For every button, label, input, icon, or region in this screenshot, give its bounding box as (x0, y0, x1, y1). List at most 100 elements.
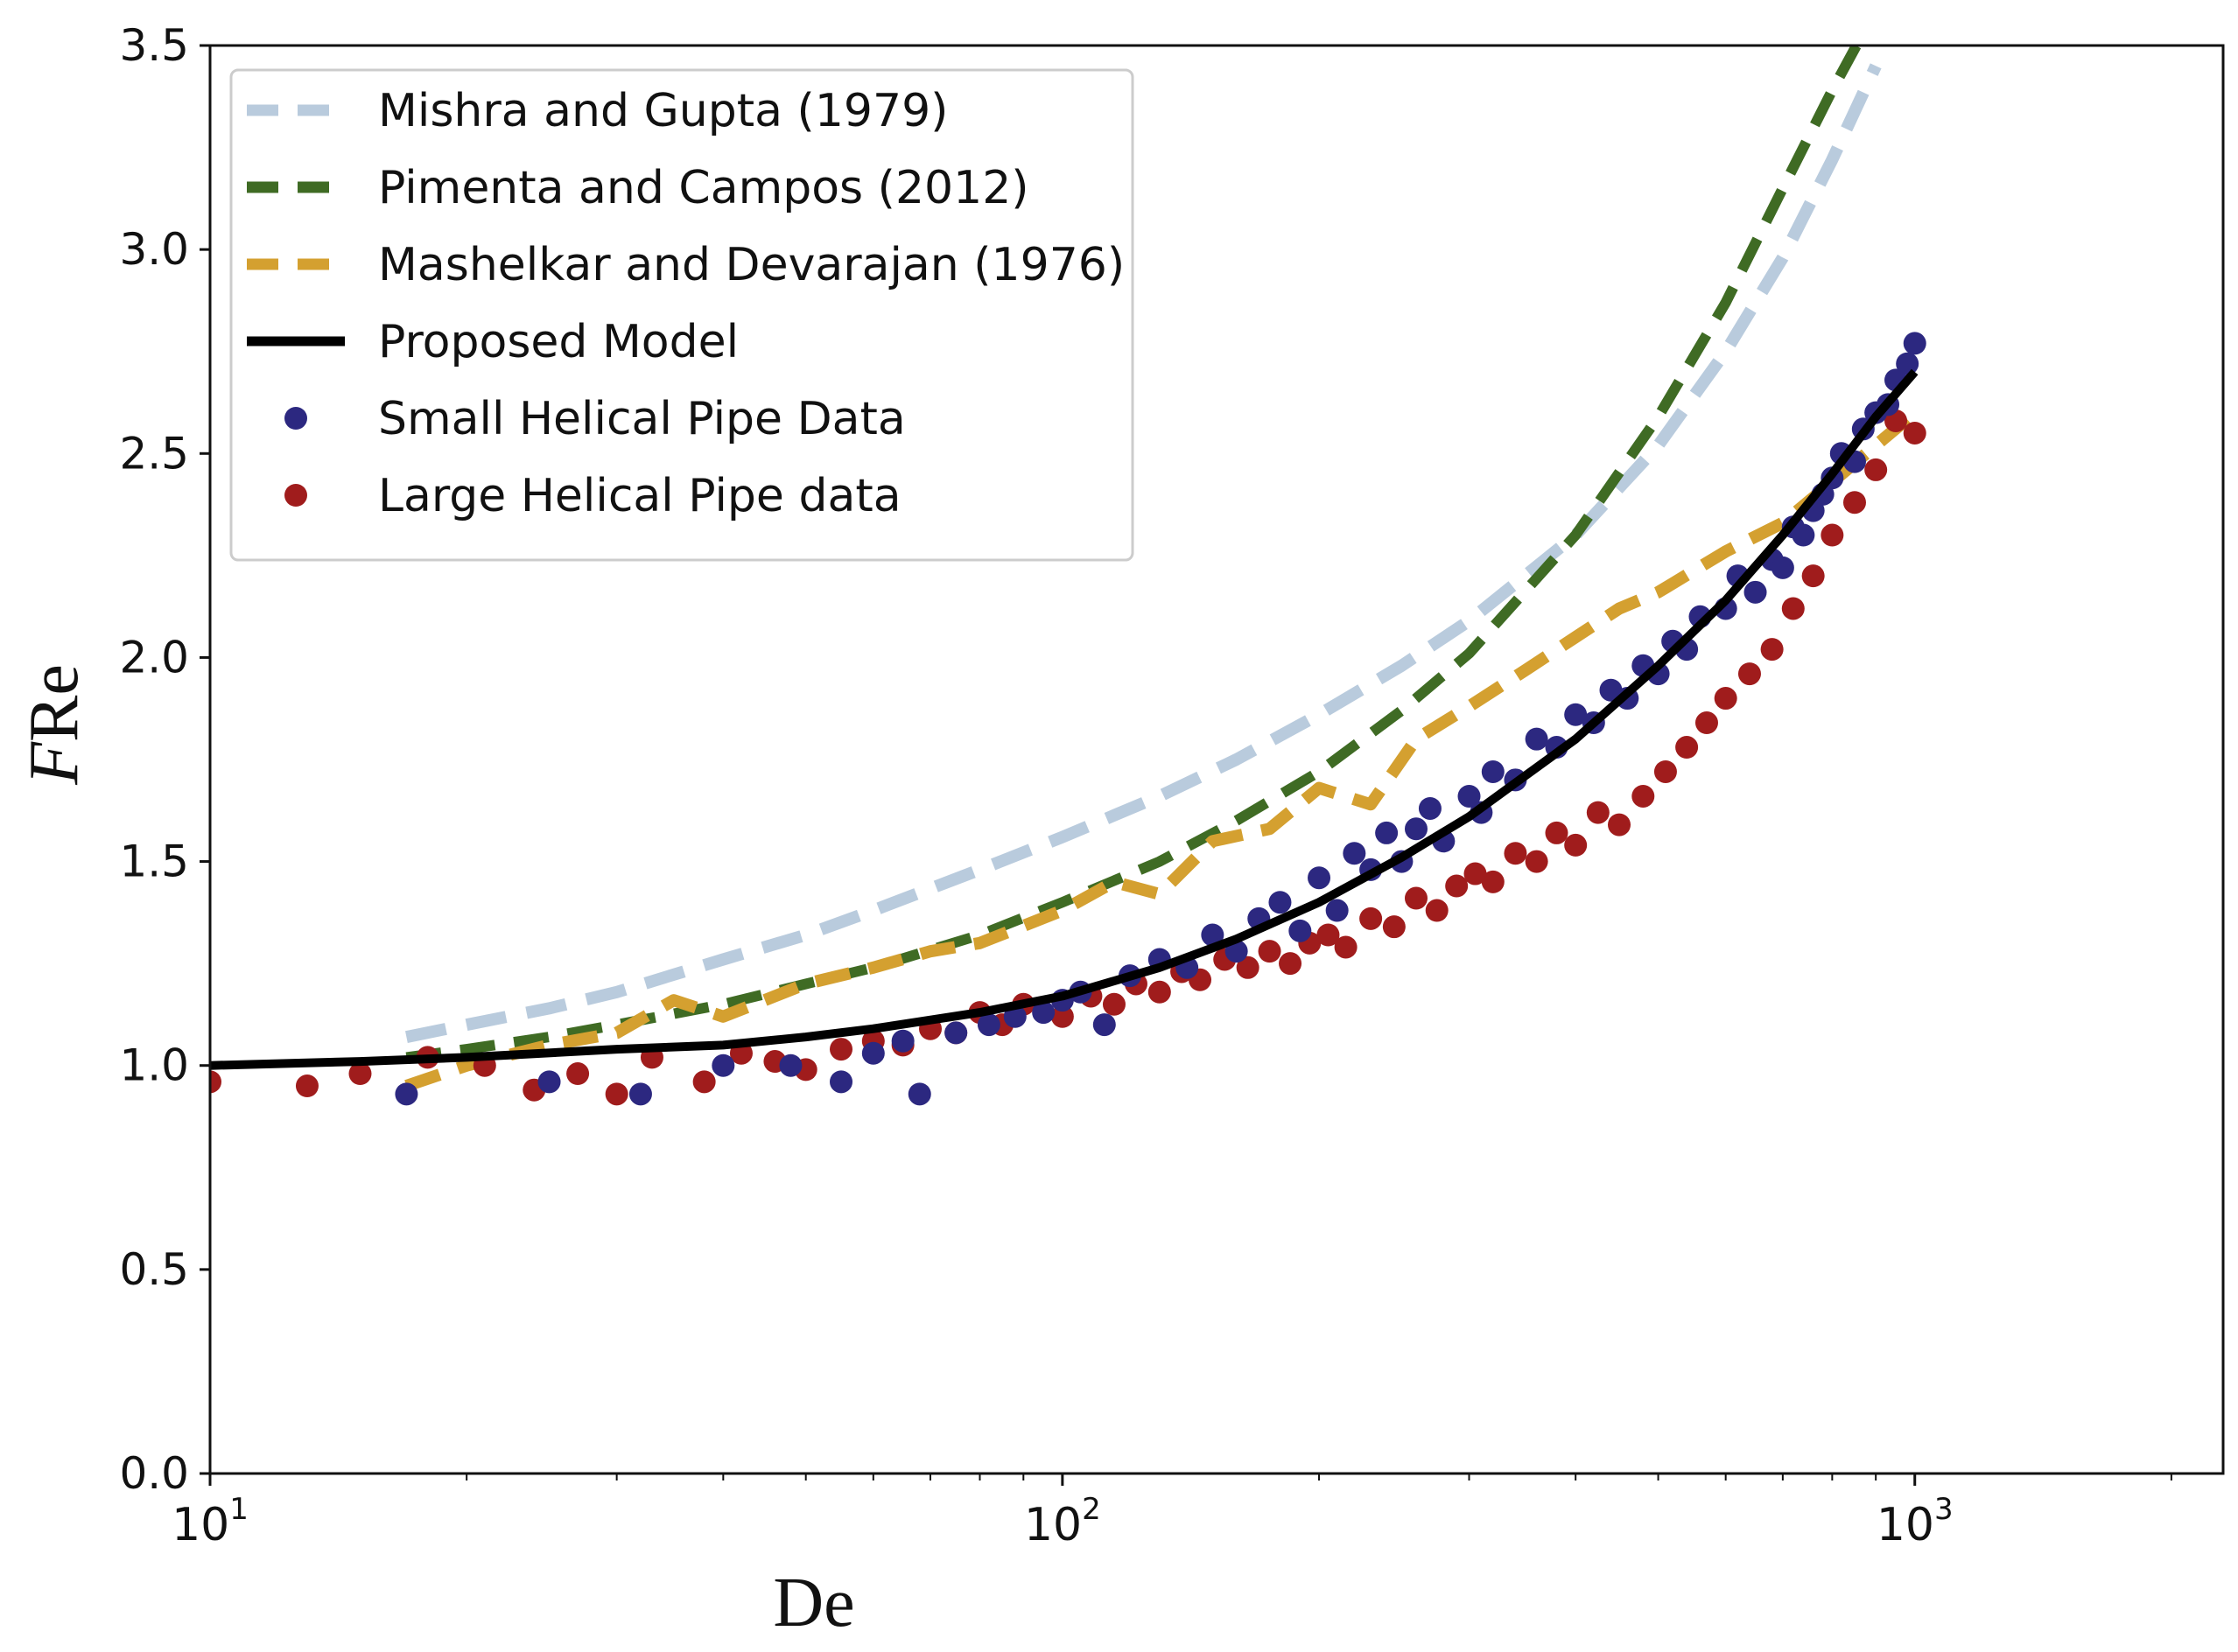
y-tick-label: 1.5 (119, 836, 189, 887)
data-point (712, 1054, 735, 1077)
data-point (1404, 817, 1428, 841)
data-point (1525, 850, 1548, 873)
data-point (1504, 842, 1527, 865)
y-axis: 0.0 0.5 1.0 1.5 2.0 2.5 3.0 3.5 (119, 20, 210, 1499)
data-point (1343, 842, 1366, 865)
data-point (1842, 491, 1866, 514)
data-point (1382, 915, 1406, 939)
y-tick-label: 0.0 (119, 1448, 189, 1499)
data-point (1279, 952, 1302, 976)
data-point (1608, 813, 1631, 836)
data-point (1864, 458, 1888, 481)
data-point (1792, 523, 1815, 547)
series-line-3 (210, 368, 1919, 1070)
data-point (1545, 821, 1568, 844)
data-point (1445, 874, 1469, 898)
data-point (1896, 352, 1919, 375)
legend-label: Small Helical Pipe Data (378, 393, 906, 445)
data-point (692, 1070, 716, 1094)
data-point (944, 1021, 968, 1045)
legend-label: Pimenta and Campos (2012) (378, 162, 1029, 214)
data-point (1425, 899, 1449, 922)
x-axis: 101 102 103 (172, 1474, 2172, 1551)
x-tick-exponent: 2 (1082, 1492, 1101, 1527)
data-point (1714, 687, 1737, 710)
data-point (395, 1082, 418, 1106)
data-point (1481, 760, 1505, 783)
data-point (1781, 597, 1805, 620)
x-tick-base: 10 (1877, 1499, 1934, 1551)
data-point (1821, 523, 1844, 547)
data-point (1316, 923, 1340, 947)
data-point (537, 1070, 561, 1094)
data-point (830, 1038, 853, 1061)
data-point (977, 1013, 1000, 1037)
legend-label: Proposed Model (378, 316, 739, 368)
data-point (830, 1070, 853, 1094)
data-point (1268, 891, 1292, 914)
y-tick-label: 0.5 (119, 1244, 189, 1295)
y-tick-label: 2.5 (119, 428, 189, 479)
data-point (605, 1082, 628, 1106)
data-point (1675, 736, 1699, 760)
plot-content (210, 46, 1926, 1106)
data-point (1694, 711, 1718, 735)
data-point (1359, 906, 1383, 930)
data-point (1586, 801, 1610, 824)
data-point (1418, 796, 1442, 820)
data-point (1481, 870, 1505, 893)
series-line-2 (404, 408, 1919, 1092)
data-point (861, 1041, 885, 1065)
data-point (1201, 923, 1224, 947)
data-point (1102, 992, 1126, 1016)
legend: Mishra and Gupta (1979) Pimenta and Campo… (229, 68, 1134, 562)
data-point (1236, 956, 1259, 979)
x-tick-base: 10 (1024, 1499, 1082, 1551)
data-point (891, 1029, 915, 1053)
x-tick-base: 10 (172, 1499, 229, 1551)
data-point (1801, 564, 1825, 588)
x-tick-label: 101 (172, 1492, 249, 1551)
data-point (566, 1062, 590, 1086)
data-point (1903, 421, 1926, 444)
y-tick-label: 1.0 (119, 1040, 189, 1091)
legend-label: Mishra and Gupta (1979) (378, 85, 948, 137)
legend-marker (284, 407, 307, 430)
data-point (1525, 727, 1548, 751)
data-point (779, 1054, 803, 1077)
data-point (210, 1070, 221, 1094)
data-point (1375, 821, 1399, 844)
data-point (1653, 760, 1677, 783)
data-point (1771, 556, 1794, 579)
data-point (1631, 784, 1655, 808)
x-tick-label: 102 (1024, 1492, 1101, 1551)
legend-box (229, 68, 1134, 562)
x-tick-label: 103 (1877, 1492, 1954, 1551)
x-tick-exponent: 1 (229, 1492, 249, 1527)
data-point (295, 1074, 319, 1098)
data-point (1308, 866, 1331, 890)
data-point (1050, 1004, 1074, 1028)
data-point (1463, 862, 1487, 886)
data-point (1334, 935, 1358, 959)
data-point (1147, 980, 1171, 1004)
data-point (1032, 1001, 1056, 1025)
data-point (1903, 332, 1926, 355)
plot-frame (208, 44, 2225, 1475)
data-point (1092, 1013, 1116, 1037)
y-tick-label: 3.0 (119, 224, 189, 275)
legend-label: Large Helical Pipe data (378, 470, 902, 522)
y-axis-title-rest: Re (16, 664, 93, 742)
legend-marker (284, 484, 307, 507)
data-point (908, 1082, 931, 1106)
legend-label: Mashelkar and Devarajan (1976) (378, 239, 1125, 291)
data-point (348, 1062, 372, 1086)
data-point (1457, 784, 1481, 808)
data-point (1564, 833, 1588, 857)
y-axis-title: FRe (16, 664, 93, 786)
data-point (1743, 580, 1767, 604)
data-point (1760, 638, 1784, 662)
x-tick-exponent: 3 (1934, 1492, 1954, 1527)
